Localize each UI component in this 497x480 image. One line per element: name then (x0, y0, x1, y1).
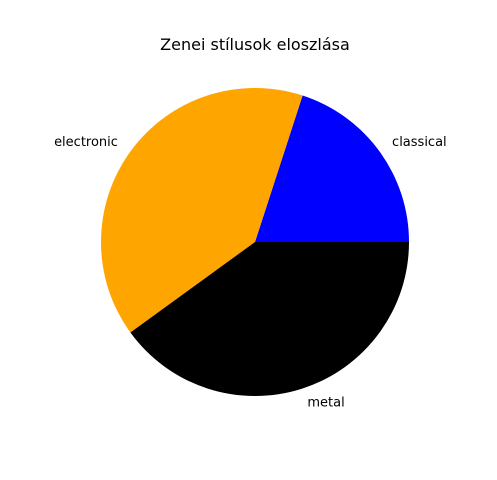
pie-slices (101, 88, 409, 396)
pie-label-metal: metal (307, 396, 344, 411)
pie-label-electronic: electronic (54, 135, 118, 150)
pie-slice-metal (130, 242, 409, 396)
pie-slice-electronic (101, 88, 303, 333)
pie-slice-classical (255, 95, 409, 243)
chart-title: Zenei stílusok eloszlása (160, 35, 350, 54)
pie-label-classical: classical (392, 135, 447, 150)
pie-labels: classical electronic metal (54, 135, 447, 411)
